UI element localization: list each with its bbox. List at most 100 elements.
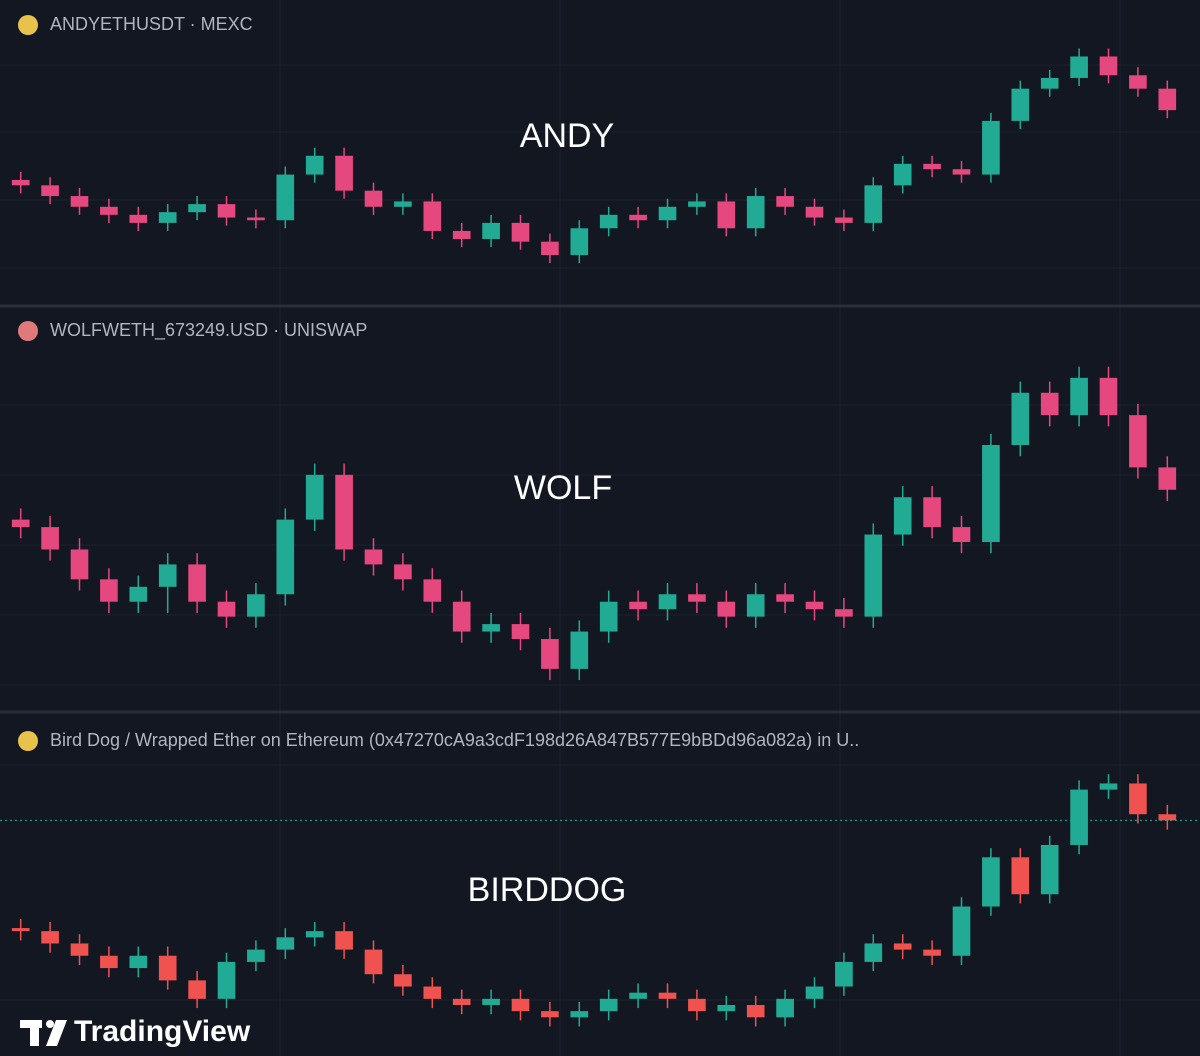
candle-body	[1129, 75, 1147, 89]
candle-body	[1099, 783, 1118, 790]
candle-body	[452, 230, 471, 239]
candle-body	[923, 163, 941, 170]
candle-body	[1040, 77, 1059, 89]
candle-body	[305, 474, 324, 520]
candle-body	[364, 549, 383, 565]
candle-body	[599, 998, 618, 1012]
candle-body	[1011, 857, 1030, 895]
candle-body	[805, 206, 824, 218]
candle-body	[511, 624, 530, 640]
candle-body	[1011, 392, 1030, 446]
candle-body	[688, 998, 706, 1012]
candle-body	[1070, 56, 1088, 78]
candle-body	[893, 163, 912, 186]
candle-body	[1129, 415, 1147, 468]
candle-body	[658, 594, 677, 610]
candle-body	[247, 217, 265, 221]
candle-body	[100, 955, 118, 969]
candle-body	[805, 601, 824, 610]
candle-body	[423, 579, 442, 602]
candle-body	[305, 155, 324, 175]
candle-body	[41, 931, 59, 944]
candle-body	[835, 609, 853, 617]
candle-body	[423, 201, 442, 231]
candle-body	[1099, 56, 1118, 76]
candle-body	[394, 974, 412, 987]
candle-body	[188, 204, 206, 213]
candle-body	[982, 445, 1000, 543]
candle-body	[217, 204, 236, 218]
candle-body	[70, 196, 89, 207]
candle-body	[511, 222, 530, 242]
candle-body	[482, 998, 500, 1005]
candle-body	[688, 201, 706, 207]
symbol-title: WOLFWETH_673249.USD · UNISWAP	[50, 320, 367, 341]
candle-body	[217, 601, 236, 617]
candle-body	[864, 943, 883, 962]
candle-body	[688, 594, 706, 602]
candle-body	[1158, 814, 1177, 821]
candle-body	[1040, 845, 1059, 895]
candle-body	[100, 579, 118, 602]
candle-body	[835, 217, 853, 223]
candle-body	[629, 601, 647, 610]
candle-body	[1070, 789, 1088, 845]
candle-body	[746, 196, 765, 229]
candle-body	[276, 937, 295, 950]
candle-body	[482, 222, 500, 239]
watermark: TradingView	[74, 1015, 251, 1048]
symbol-title: ANDYETHUSDT · MEXC	[50, 14, 253, 34]
candle-body	[893, 497, 912, 535]
candle-body	[982, 857, 1000, 907]
candle-body	[1099, 377, 1118, 416]
candle-body	[776, 594, 794, 602]
candle-body	[1158, 88, 1177, 111]
candle-body	[276, 174, 295, 221]
candle-body	[1129, 783, 1147, 815]
candle-body	[188, 980, 206, 999]
symbol-title: Bird Dog / Wrapped Ether on Ethereum (0x…	[50, 730, 859, 750]
candle-body	[247, 594, 265, 617]
symbol-icon	[18, 15, 38, 35]
candle-body	[1040, 392, 1059, 416]
symbol-icon	[18, 731, 38, 751]
candle-body	[541, 639, 559, 669]
candle-body	[717, 201, 736, 229]
candle-body	[746, 1005, 765, 1018]
candle-body	[570, 631, 589, 669]
candle-body	[570, 1011, 589, 1018]
candle-body	[952, 169, 971, 175]
candle-body	[776, 998, 794, 1018]
candle-body	[129, 586, 148, 602]
chart-label: WOLF	[514, 469, 612, 507]
candle-body	[835, 961, 853, 987]
candle-body	[1070, 377, 1088, 416]
candle-body	[1158, 467, 1177, 490]
candle-body	[952, 906, 971, 956]
candle-body	[70, 943, 89, 956]
candle-body	[276, 519, 295, 595]
chart-label: BIRDDOG	[468, 871, 627, 909]
candle-body	[100, 206, 118, 215]
candle-body	[570, 228, 589, 256]
candle-body	[158, 212, 177, 223]
candle-body	[776, 196, 794, 207]
candle-body	[717, 601, 736, 617]
candle-body	[511, 998, 530, 1012]
candle-body	[452, 998, 471, 1005]
candle-body	[158, 564, 177, 587]
candle-body	[864, 185, 883, 223]
candle-body	[717, 1005, 736, 1012]
chart-label: ANDY	[520, 117, 614, 155]
candle-body	[541, 241, 559, 256]
candle-body	[11, 928, 30, 932]
candle-body	[864, 534, 883, 617]
candle-body	[188, 564, 206, 602]
candle-body	[599, 214, 618, 229]
candle-body	[423, 986, 442, 999]
candle-body	[629, 214, 647, 221]
candle-body	[217, 961, 236, 999]
candle-body	[541, 1011, 559, 1018]
candle-body	[70, 549, 89, 580]
candle-body	[805, 986, 824, 999]
